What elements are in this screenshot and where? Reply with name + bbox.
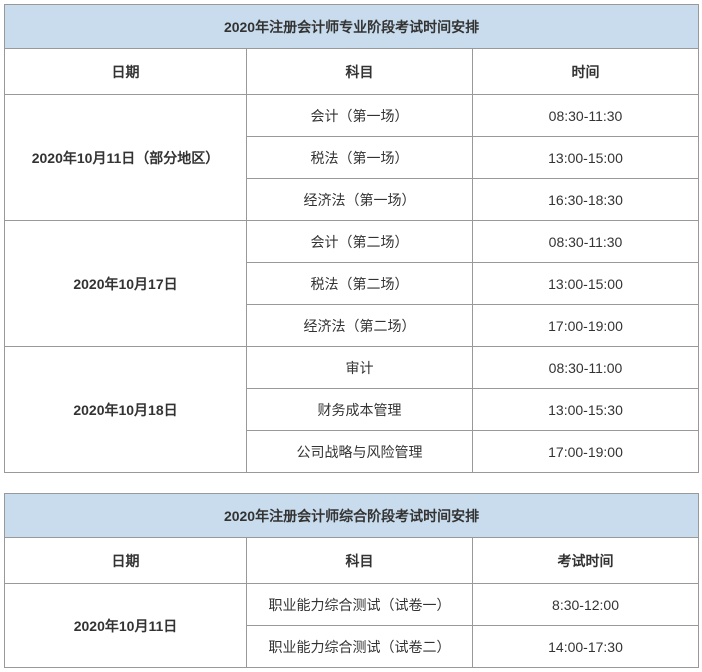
table-title-row: 2020年注册会计师专业阶段考试时间安排 [5, 5, 699, 49]
time-cell: 14:00-17:30 [473, 626, 699, 668]
time-cell: 16:30-18:30 [473, 179, 699, 221]
time-cell: 08:30-11:30 [473, 95, 699, 137]
table-spacer [4, 473, 698, 493]
subject-cell: 公司战略与风险管理 [247, 431, 473, 473]
table-row: 2020年10月18日 审计 08:30-11:00 [5, 347, 699, 389]
header-date: 日期 [5, 49, 247, 95]
time-cell: 13:00-15:00 [473, 263, 699, 305]
table-header-row: 日期 科目 时间 [5, 49, 699, 95]
subject-cell: 审计 [247, 347, 473, 389]
time-cell: 13:00-15:30 [473, 389, 699, 431]
time-cell: 08:30-11:30 [473, 221, 699, 263]
date-cell: 2020年10月17日 [5, 221, 247, 347]
table-row: 2020年10月11日 职业能力综合测试（试卷一） 8:30-12:00 [5, 584, 699, 626]
subject-cell: 会计（第二场） [247, 221, 473, 263]
subject-cell: 经济法（第二场） [247, 305, 473, 347]
schedule-table-professional: 2020年注册会计师专业阶段考试时间安排 日期 科目 时间 2020年10月11… [4, 4, 699, 473]
table-header-row: 日期 科目 考试时间 [5, 538, 699, 584]
date-cell: 2020年10月11日（部分地区） [5, 95, 247, 221]
time-cell: 17:00-19:00 [473, 305, 699, 347]
subject-cell: 职业能力综合测试（试卷二） [247, 626, 473, 668]
table-row: 2020年10月11日（部分地区） 会计（第一场） 08:30-11:30 [5, 95, 699, 137]
table-title: 2020年注册会计师综合阶段考试时间安排 [5, 494, 699, 538]
date-cell: 2020年10月11日 [5, 584, 247, 668]
header-time: 考试时间 [473, 538, 699, 584]
time-cell: 08:30-11:00 [473, 347, 699, 389]
header-time: 时间 [473, 49, 699, 95]
subject-cell: 经济法（第一场） [247, 179, 473, 221]
table-title: 2020年注册会计师专业阶段考试时间安排 [5, 5, 699, 49]
time-cell: 13:00-15:00 [473, 137, 699, 179]
date-cell: 2020年10月18日 [5, 347, 247, 473]
subject-cell: 税法（第二场） [247, 263, 473, 305]
header-subject: 科目 [247, 49, 473, 95]
table-row: 2020年10月17日 会计（第二场） 08:30-11:30 [5, 221, 699, 263]
header-date: 日期 [5, 538, 247, 584]
subject-cell: 税法（第一场） [247, 137, 473, 179]
subject-cell: 会计（第一场） [247, 95, 473, 137]
subject-cell: 职业能力综合测试（试卷一） [247, 584, 473, 626]
schedule-table-comprehensive: 2020年注册会计师综合阶段考试时间安排 日期 科目 考试时间 2020年10月… [4, 493, 699, 668]
header-subject: 科目 [247, 538, 473, 584]
subject-cell: 财务成本管理 [247, 389, 473, 431]
time-cell: 17:00-19:00 [473, 431, 699, 473]
time-cell: 8:30-12:00 [473, 584, 699, 626]
table-title-row: 2020年注册会计师综合阶段考试时间安排 [5, 494, 699, 538]
